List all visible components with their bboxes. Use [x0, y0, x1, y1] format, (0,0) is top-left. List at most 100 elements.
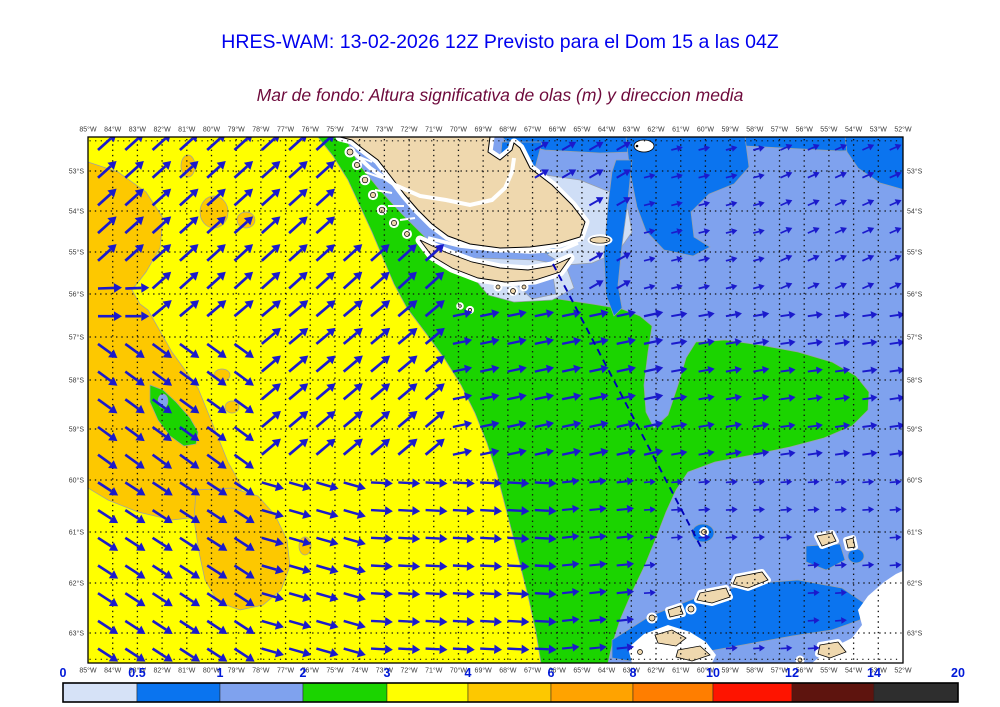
wave-arrow-head — [384, 561, 393, 571]
isla-de-los-estados — [589, 236, 611, 244]
wave-arrow-head — [758, 172, 765, 180]
wave-arrow — [752, 203, 760, 207]
wave-arrow — [370, 248, 385, 262]
wave-arrow-head — [464, 364, 473, 374]
wave-arrow — [370, 536, 386, 540]
lon-label-top: 69°W — [475, 126, 493, 134]
wave-arrow-head — [329, 481, 339, 492]
wave-arrow — [97, 592, 113, 604]
wave-arrow-head — [677, 506, 684, 514]
wave-arrow-head — [162, 244, 172, 253]
wave-arrow-head — [573, 364, 582, 374]
wave-arrow-head — [245, 570, 255, 579]
wave-arrow-head — [595, 141, 604, 149]
cape-horn-islet — [495, 284, 501, 290]
wave-arrow-head — [573, 420, 582, 429]
lat-label-right: 60°S — [907, 476, 923, 484]
lon-label-bottom: 68°W — [499, 667, 517, 675]
wave-arrow — [315, 137, 330, 152]
wave-arrow-head — [412, 561, 421, 571]
wave-arrow-head — [189, 216, 199, 226]
wave-arrow — [671, 396, 682, 401]
wave-arrow — [561, 340, 575, 346]
wave-arrow-head — [163, 542, 173, 551]
wave-arrow — [807, 229, 815, 234]
wave-arrow — [616, 480, 628, 484]
wave-arrow-head — [867, 171, 875, 179]
wave-arrow — [151, 564, 167, 576]
lon-label-top: 55°W — [820, 126, 838, 134]
wave-arrow-head — [189, 271, 199, 281]
wave-arrow — [342, 304, 358, 318]
wave-arrow-head — [676, 172, 683, 180]
wave-arrow-head — [868, 478, 875, 486]
wave-arrow — [862, 229, 870, 234]
lat-label-right: 63°S — [907, 629, 923, 637]
wave-arrow-head — [435, 327, 445, 337]
wave-arrow — [507, 536, 522, 540]
wave-arrow — [179, 536, 195, 548]
wave-arrow-head — [163, 487, 173, 496]
wave-arrow — [507, 564, 522, 568]
wave-arrow — [124, 425, 140, 438]
wave-arrow-head — [627, 364, 636, 374]
wave-arrow-head — [464, 392, 473, 402]
wave-arrow — [616, 591, 628, 595]
wave-arrow — [589, 312, 602, 318]
wave-arrow — [588, 144, 599, 151]
wave-arrow-head — [245, 653, 255, 662]
wave-arrow-head — [325, 216, 335, 226]
wave-arrow — [206, 304, 222, 318]
wave-arrow — [589, 367, 602, 373]
wave-arrow — [589, 507, 601, 512]
wave-arrow-head — [758, 145, 765, 152]
wave-arrow-head — [135, 404, 145, 414]
wave-arrow — [834, 257, 842, 262]
wave-arrow-head — [108, 404, 118, 414]
wave-arrow — [671, 341, 682, 345]
wave-arrow-head — [108, 653, 119, 662]
wave-arrow-head — [655, 420, 664, 429]
wave-arrow-head — [162, 300, 172, 309]
lon-label-bottom: 79°W — [228, 667, 246, 675]
wave-arrow-head — [548, 561, 557, 571]
wave-arrow — [179, 619, 195, 631]
wave-arrow-head — [676, 145, 683, 152]
fjord — [399, 217, 416, 221]
wave-arrow-head — [217, 432, 227, 442]
wave-arrow-head — [758, 256, 765, 263]
wave-arrow-head — [274, 509, 284, 519]
wave-arrow — [479, 312, 493, 318]
lon-label-bottom: 53°W — [870, 667, 888, 675]
lon-label-bottom: 55°W — [820, 667, 838, 675]
wave-arrow-head — [108, 542, 119, 551]
wave-arrow — [807, 174, 815, 179]
wave-arrow-head — [439, 561, 448, 571]
lon-label-bottom: 74°W — [351, 667, 369, 675]
wave-arrow-head — [491, 392, 500, 402]
wave-arrow — [834, 174, 842, 179]
wave-arrow-head — [870, 311, 878, 319]
wave-arrow-head — [521, 478, 530, 488]
wave-arrow — [179, 370, 194, 383]
wave-arrow — [725, 341, 736, 345]
lon-label-bottom: 77°W — [277, 667, 295, 675]
wave-arrow-head — [840, 171, 847, 179]
lon-label-bottom: 85°W — [79, 667, 97, 675]
wave-arrow — [725, 286, 733, 290]
wave-arrow-head — [676, 228, 683, 235]
wave-arrow-head — [572, 532, 580, 541]
wave-arrow-head — [302, 481, 312, 492]
wave-arrow-head — [356, 620, 366, 630]
wave-arrow — [425, 619, 440, 623]
wave-arrow-head — [785, 226, 793, 234]
wave-arrow-head — [189, 300, 200, 309]
wave-arrow-head — [548, 533, 557, 544]
colorbar-frame — [62, 682, 959, 703]
wave-arrow-head — [107, 244, 117, 253]
wave-arrow-head — [599, 532, 607, 541]
wave-arrow — [534, 592, 549, 596]
wave-arrow-head — [870, 421, 878, 430]
wave-arrow-head — [626, 615, 635, 624]
